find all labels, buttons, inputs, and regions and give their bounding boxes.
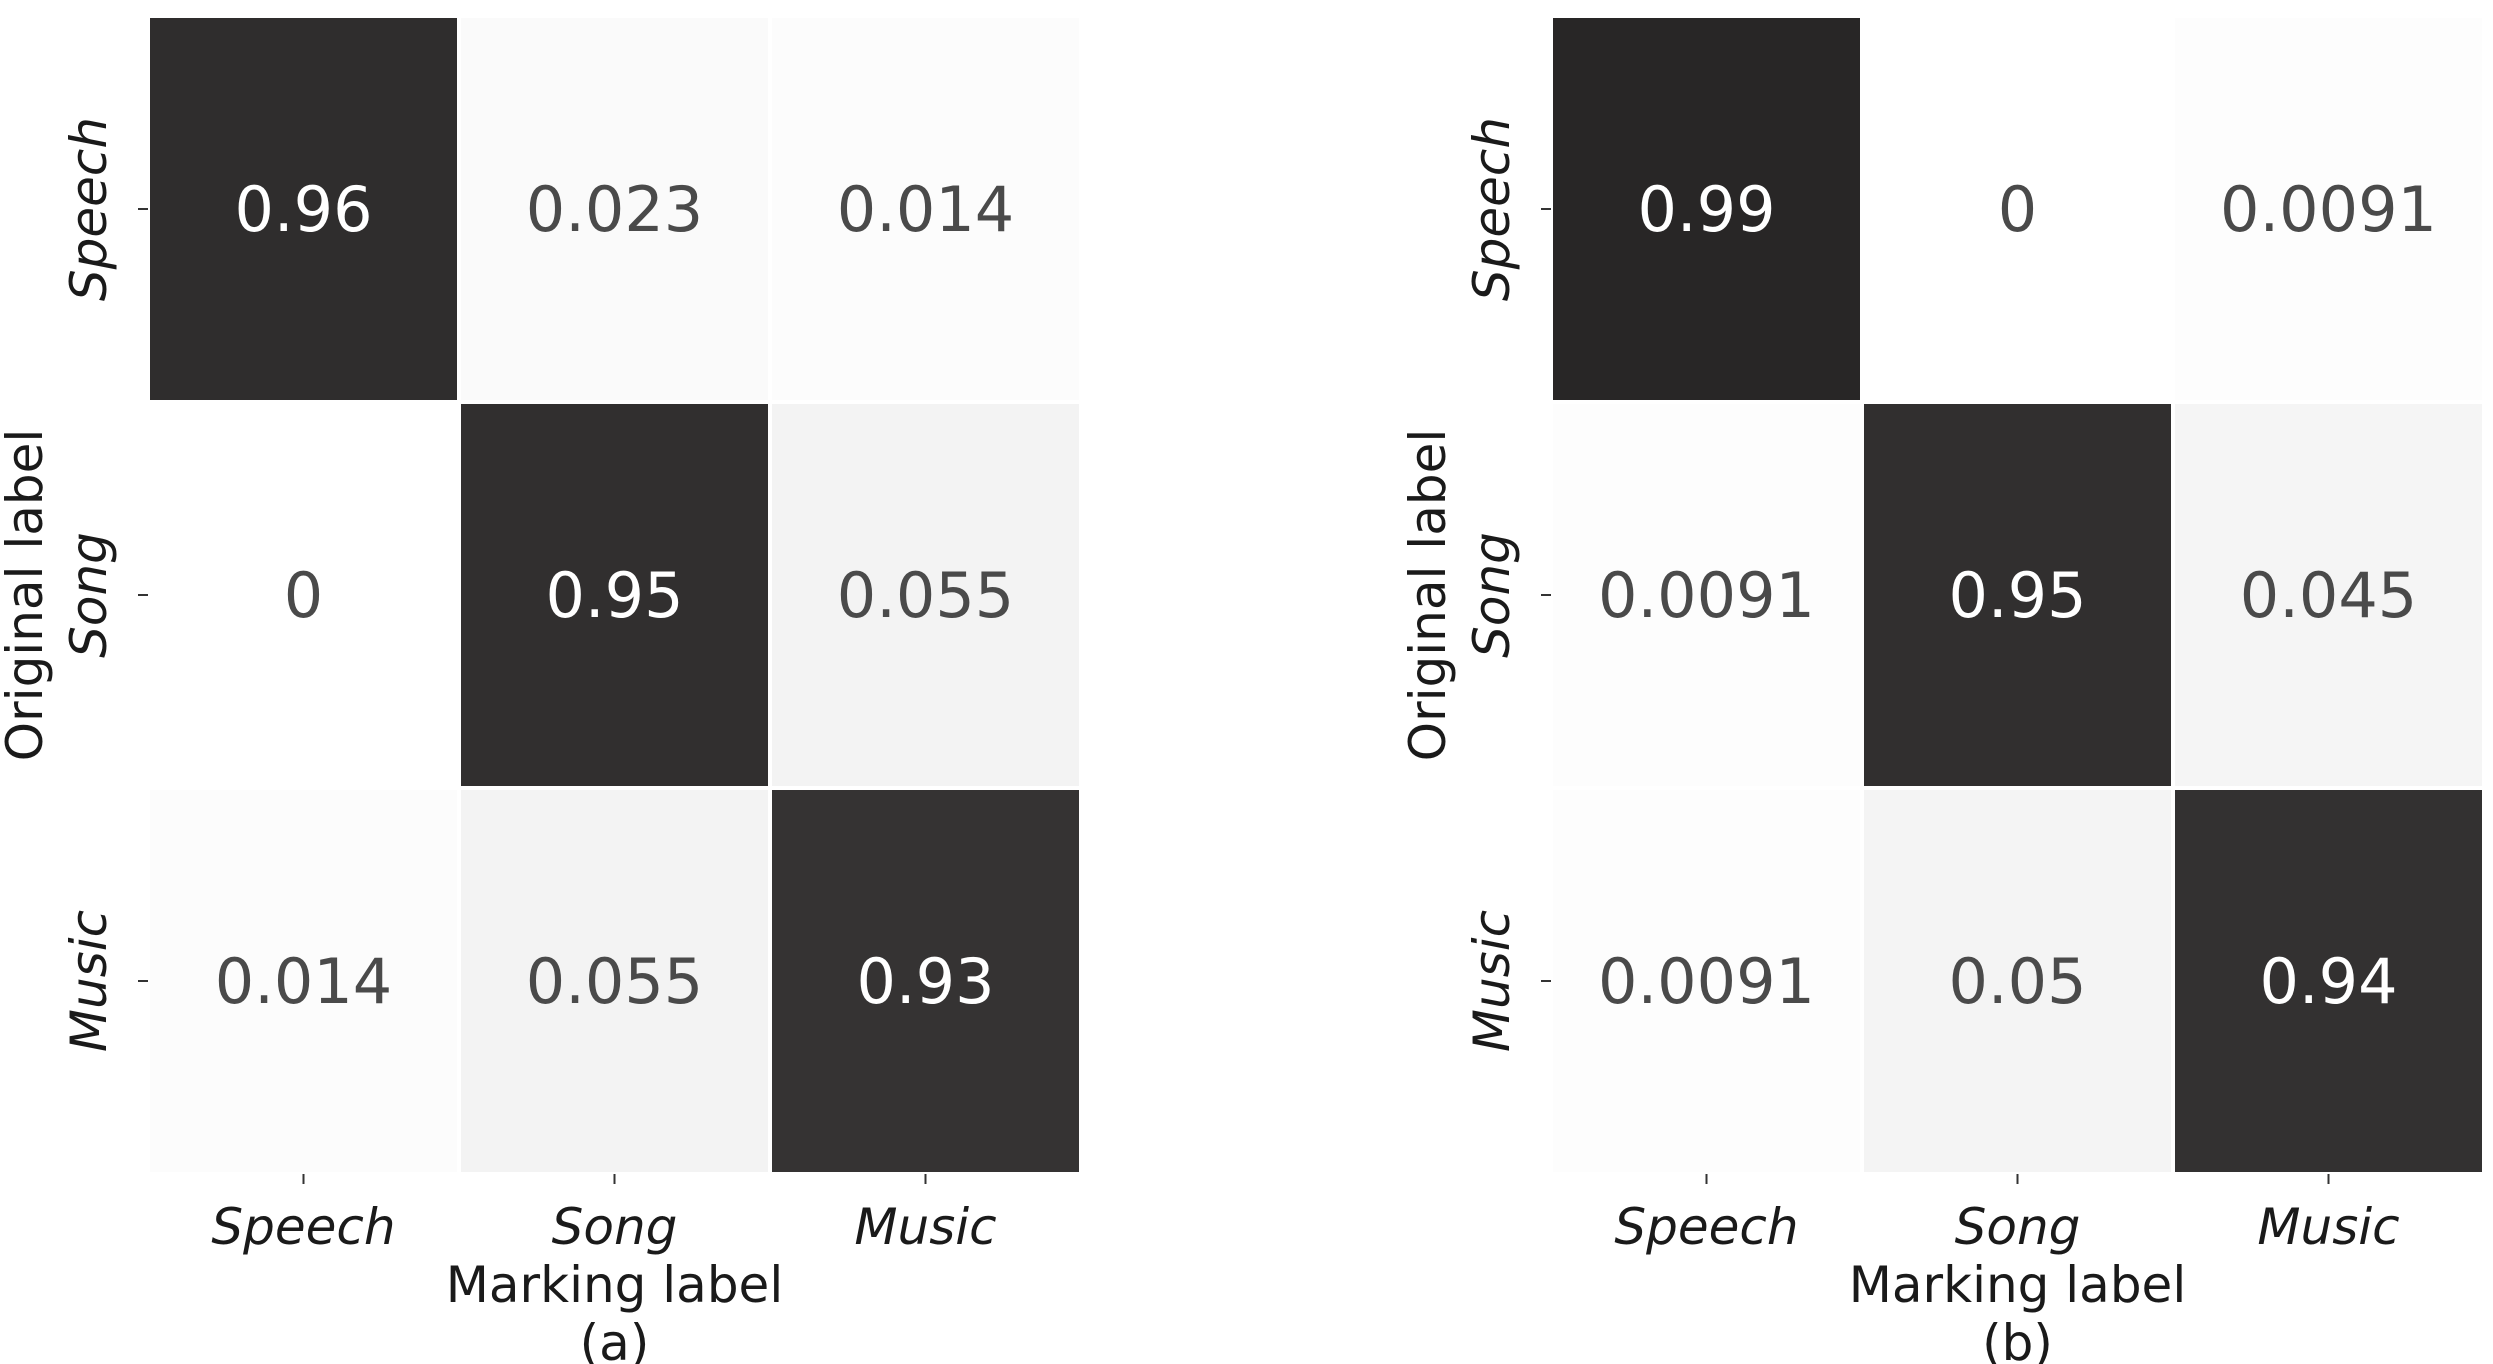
y-tick-label: Song [1463,532,1521,658]
x-tick-label: Song [552,1198,678,1256]
y-axis-label: Original label [0,429,54,761]
x-tick-label: Speech [211,1198,395,1256]
cell-value-label: 0.96 [234,173,372,246]
heatmap-cell [457,14,772,404]
cell-value-label: 0.055 [837,559,1015,632]
cell-value-label: 0.05 [1948,945,2086,1018]
x-axis-label: Marking label [446,1256,783,1314]
heatmap-cell [2171,786,2486,1176]
heatmap-cell [146,400,461,790]
cell-value-label: 0.0091 [1598,559,1815,632]
cell-value-label: 0.95 [1948,559,2086,632]
y-tick-label: Song [60,532,118,658]
cell-value-label: 0.95 [545,559,683,632]
cell-value-label: 0.0091 [2220,173,2437,246]
cell-value-label: 0.014 [837,173,1015,246]
heatmap-cell [1860,400,2175,790]
heatmap-cell [2171,14,2486,404]
heatmap-cell [768,400,1083,790]
cell-value-label: 0.0091 [1598,945,1815,1018]
cell-value-label: 0.045 [2240,559,2418,632]
heatmap-cell [1549,14,1864,404]
heatmap-cell [1860,786,2175,1176]
y-tick-label: Music [60,910,118,1052]
cell-value-label: 0.014 [215,945,393,1018]
heatmap-cell [457,400,772,790]
y-tick-label: Music [1463,910,1521,1052]
cell-value-label: 0 [284,559,323,632]
heatmap-cell [1549,400,1864,790]
cell-value-label: 0.99 [1637,173,1775,246]
cell-value-label: 0.94 [2259,945,2397,1018]
heatmap-cell [2171,400,2486,790]
x-tick-label: Speech [1614,1198,1798,1256]
x-axis-label: Marking label [1849,1256,2186,1314]
heatmap-cell [457,786,772,1176]
panel-caption: (a) [580,1314,650,1364]
y-tick-label: Speech [60,117,118,301]
confusion-matrix-b: 0.99 0 0.0091 0.0091 0.95 0.045 0.0091 0.05 0.94… [1399,14,2486,1364]
heatmap-cell [1860,14,2175,404]
y-axis-label: Original label [1399,429,1457,761]
cell-value-label: 0.023 [526,173,704,246]
cell-value-label: 0.93 [856,945,994,1018]
cell-value-label: 0.055 [526,945,704,1018]
cell-value-label: 0 [1998,173,2037,246]
panel-caption: (b) [1982,1314,2053,1364]
heatmap-cell [146,14,461,404]
x-tick-label: Song [1955,1198,2081,1256]
confusion-matrix-a: 0.96 0.023 0.014 0 0.95 0.055 0.014 0.055 0.93 Sp… [0,14,1083,1364]
x-tick-label: Music [2257,1198,2399,1256]
y-tick-label: Speech [1463,117,1521,301]
heatmap-cell [768,14,1083,404]
x-tick-label: Music [854,1198,996,1256]
